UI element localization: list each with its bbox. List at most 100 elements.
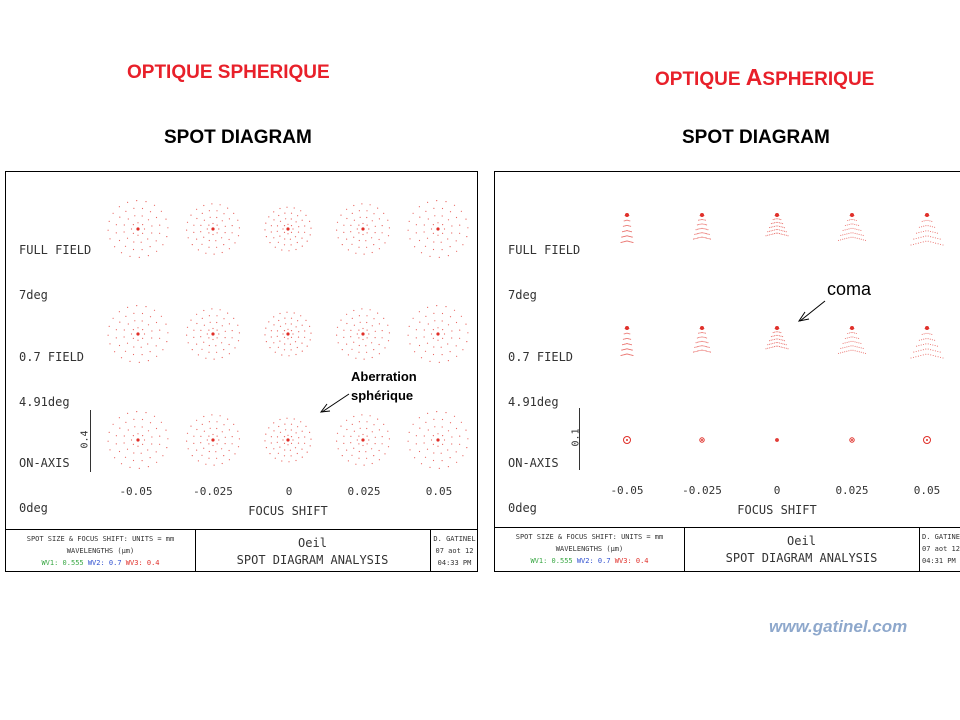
spot-dot [133,418,135,420]
spot-dot [270,225,272,227]
spot-dot [442,232,444,234]
spot-dot [378,343,380,346]
spot-dot [118,239,121,242]
spot-dot [631,241,633,243]
spot-dot [627,343,630,345]
spot-dot [780,226,782,228]
spot-dot [288,250,290,252]
spot-dot [290,436,293,438]
spot-dot [774,218,776,220]
spot-dot [196,217,198,220]
spot-dot [206,333,208,335]
spot-dot [842,234,844,236]
spot-dot [147,219,150,221]
spot-pattern [692,326,712,353]
spot-dot [298,331,300,333]
spot-dot [854,345,856,347]
spot-dot [787,348,789,350]
spot-dot [362,433,364,436]
spot-dot [219,309,221,311]
spot-dot [441,215,443,217]
spot-dot [932,344,934,346]
wavelengths-text: WAVELENGTHS (µm) [555,545,624,553]
spot-dot [782,343,784,345]
spot-dot [775,331,777,333]
spot-dot [702,236,704,238]
scale-bar [90,410,91,472]
spot-dot [856,228,858,230]
spot-dot [283,225,286,227]
spot-dot [213,464,215,466]
spot-dot [309,445,311,447]
wv3-value: 0.4 [146,559,160,567]
spot-dot [287,434,289,436]
spot-dot [361,308,363,310]
spot-dot [216,329,218,331]
spot-dot [279,418,281,421]
spot-dot [279,446,281,448]
spot-dot [696,233,698,235]
spot-pattern [107,200,169,258]
spot-dot [627,338,630,340]
spot-dot [268,321,270,323]
spot-dot [365,451,367,453]
spot-dot [203,309,205,312]
spot-dot [167,438,169,440]
spot-dot [700,223,702,225]
title-aspherique-initial: A [745,64,763,90]
spot-dot [438,467,440,469]
spot-dot [292,333,294,335]
spot-dot [706,237,708,239]
spot-dot [118,311,120,313]
spot-dot [698,228,700,230]
spot-dot [306,240,308,242]
spot-dot [936,232,938,234]
spot-dot [221,237,223,239]
units-text: SPOT SIZE & FOCUS SHIFT: UNITS = mm [515,533,664,541]
spot-dot [310,332,312,334]
spot-dot [920,344,922,346]
spot-dot [238,332,240,334]
spot-dot [438,361,440,363]
spot-dot [420,252,423,254]
spot-dot [234,453,236,455]
spot-dot [698,219,700,221]
wv1-label: WV1: [41,559,59,567]
spot-dot [228,323,230,325]
spot-dot [193,442,195,444]
spot-dot [625,348,628,350]
spot-dot [347,354,349,356]
spot-dot [852,227,854,229]
spot-dot [767,347,769,349]
spot-dot [423,329,425,331]
spot-dot [276,230,278,232]
spot-dot [854,232,856,234]
spot-dot [854,228,856,230]
spot-dot [141,320,143,322]
spot-dot [840,234,842,236]
spot-dot [916,345,918,347]
spot-dot [415,337,417,339]
spot-dot [420,357,423,359]
spot-dot [276,335,278,337]
spot-dot [414,246,416,248]
spot-dot [276,441,278,443]
spot-dot [233,317,235,319]
spot-dot [283,349,286,351]
spot-dot [703,232,705,234]
spot-core [925,326,929,330]
spot-dot [856,233,858,235]
spot-dot [205,357,207,359]
spot-dot [274,457,276,459]
spot-dot [770,339,772,341]
spot-core [700,213,704,217]
spot-dot [283,436,286,438]
spot-dot [265,222,267,224]
spot-dot [301,350,303,352]
spot-dot [852,332,854,334]
spot-dot [377,418,379,420]
spot-dot [343,435,345,437]
spot-dot [191,244,193,246]
spot-dot [186,432,189,434]
spot-dot [381,436,383,438]
